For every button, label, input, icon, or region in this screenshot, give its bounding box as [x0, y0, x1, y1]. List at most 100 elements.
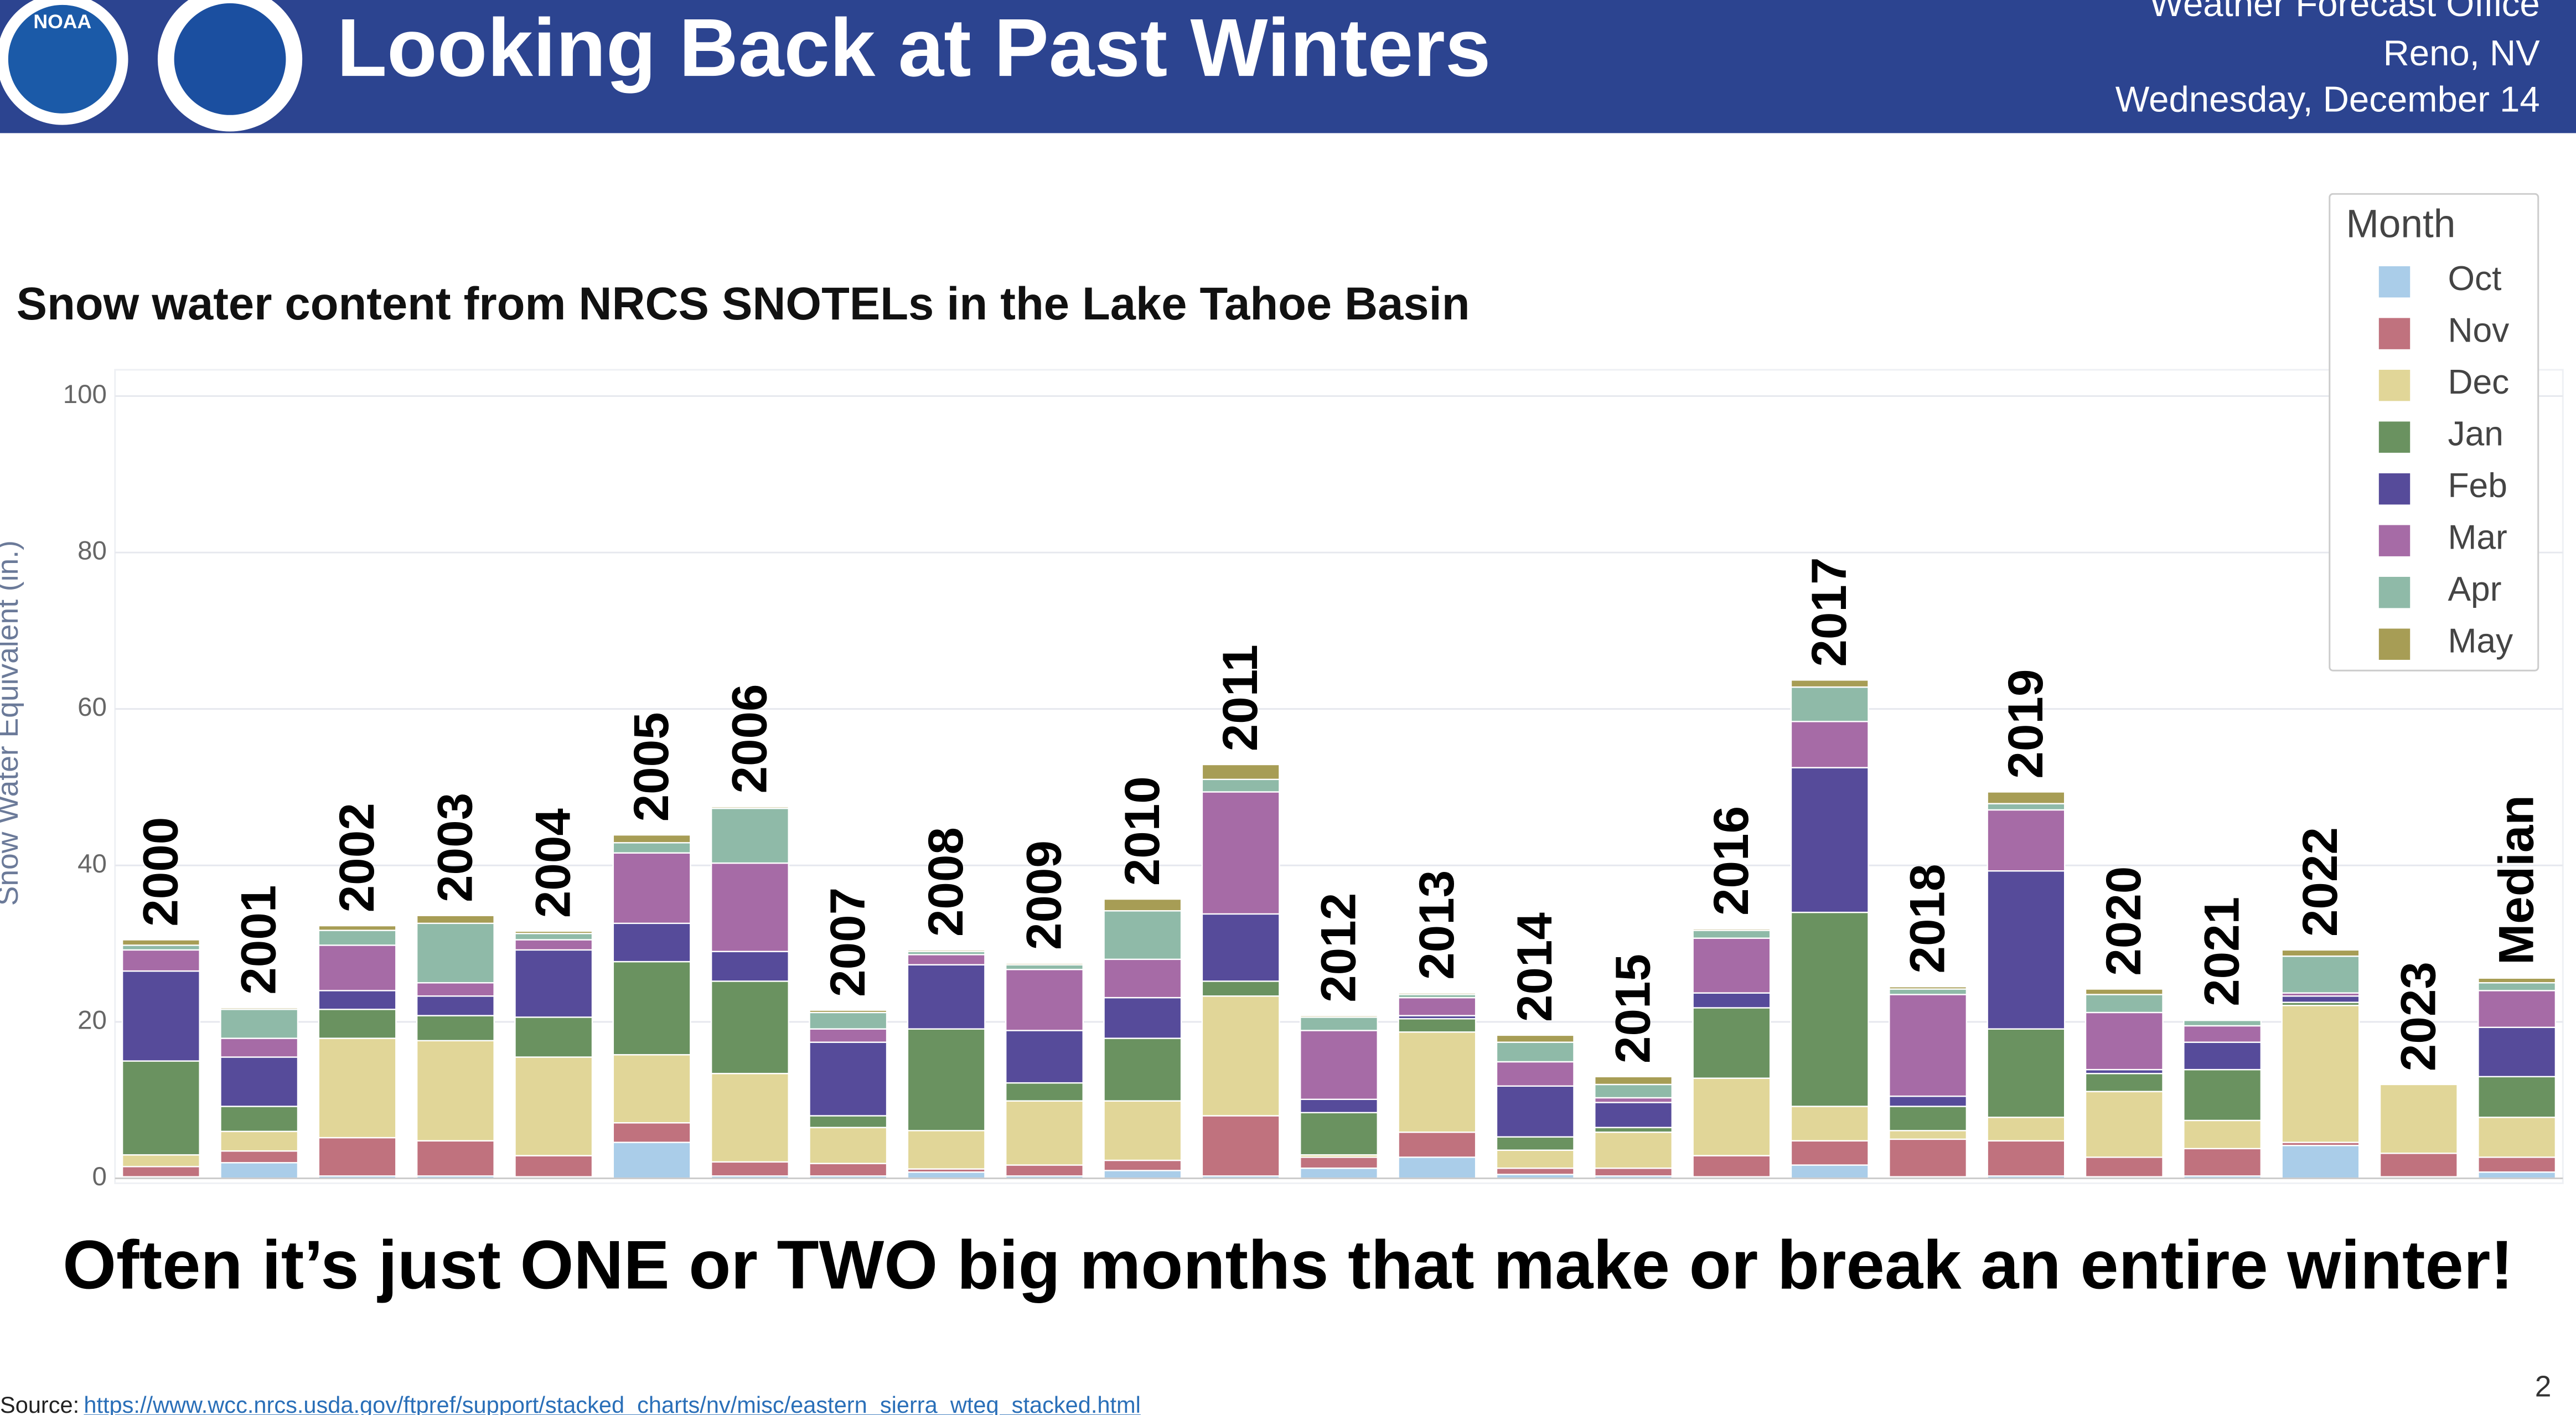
bar-segment: [1398, 1018, 1477, 1033]
bar-segment: [809, 1163, 888, 1177]
bar-segment: [1300, 1156, 1378, 1169]
bar-segment: [220, 1009, 299, 1039]
bar-segment: [121, 1060, 200, 1156]
category-label: 2001: [231, 885, 286, 995]
category-label: 2014: [1507, 912, 1562, 1022]
category-label: 2008: [918, 827, 973, 937]
bar-segment: [1790, 767, 1869, 913]
category-label: 2017: [1801, 557, 1856, 667]
bar-segment: [2281, 995, 2360, 1003]
bar-segment: [220, 1037, 299, 1058]
bar-segment: [416, 1015, 495, 1042]
office: Weather Forecast Office: [2149, 0, 2539, 24]
nws-logo-inner: [174, 3, 286, 115]
bar-segment: [711, 951, 789, 982]
bar-segment: [1987, 870, 2066, 1030]
category-label: 2010: [1114, 776, 1170, 886]
category-label: 2006: [721, 684, 777, 793]
bar-segment: [2084, 994, 2164, 1014]
logo-text: NOAA: [33, 11, 91, 33]
bar-segment: [1889, 1106, 1968, 1132]
bar-segment: [318, 1009, 397, 1039]
bar-segment: [711, 1072, 789, 1163]
bar-segment: [1692, 1007, 1771, 1079]
category-label: 2003: [427, 793, 482, 902]
bar-segment: [1987, 1117, 2066, 1142]
bar-segment: [1201, 913, 1280, 982]
bar-segment: [1790, 1140, 1869, 1166]
bar-segment: [1103, 1100, 1182, 1161]
bar-segment: [416, 1140, 495, 1177]
bar-segment: [318, 1137, 397, 1177]
bar-segment: [612, 1122, 691, 1143]
bar-segment: [121, 944, 200, 951]
bar-segment: [1594, 1076, 1673, 1086]
bar-segment: [1103, 1170, 1182, 1179]
bar-segment: [514, 933, 593, 941]
bar-segment: [2379, 1153, 2458, 1178]
source-link[interactable]: https://www.wcc.nrcs.usda.gov/ftpref/sup…: [84, 1392, 1141, 1415]
bar-segment: [121, 939, 200, 946]
bar-segment: [1889, 988, 1968, 995]
bar-segment: [1005, 1030, 1084, 1084]
bar-segment: [514, 930, 593, 934]
legend-label: May: [2448, 622, 2513, 660]
header-band: [0, 0, 2576, 133]
bar-segment: [711, 862, 789, 952]
bar-segment: [318, 1037, 397, 1139]
legend-box: [2329, 193, 2539, 672]
bar-segment: [121, 970, 200, 1062]
category-label: 2002: [329, 803, 384, 912]
date: Wednesday, December 14: [2115, 79, 2540, 119]
bar-segment: [1594, 1127, 1673, 1133]
bar-segment: [1692, 1077, 1771, 1156]
bar-segment: [1889, 994, 1968, 1097]
bar-segment: [1300, 1030, 1378, 1100]
y-tick-label: 40: [77, 849, 107, 879]
bar-segment: [2477, 1171, 2557, 1179]
bar-segment: [612, 852, 691, 925]
bar-segment: [1594, 1102, 1673, 1128]
y-tick-label: 80: [77, 536, 107, 566]
bar-segment: [1594, 1083, 1673, 1099]
bar-segment: [711, 806, 789, 809]
bar-segment: [1300, 1016, 1378, 1031]
bar-segment: [2183, 1068, 2262, 1122]
bar-segment: [2084, 1091, 2164, 1158]
bar-segment: [1300, 1015, 1378, 1018]
legend-label: Mar: [2448, 519, 2507, 557]
bar-segment: [416, 982, 495, 997]
bar-segment: [220, 1056, 299, 1107]
bar-segment: [1005, 1100, 1084, 1166]
legend-swatch: [2378, 318, 2411, 349]
bar-segment: [809, 1115, 888, 1128]
chart-title: Snow water content from NRCS SNOTELs in …: [17, 278, 1470, 329]
bar-segment: [2477, 982, 2557, 991]
bar-segment: [907, 964, 986, 1030]
bar-segment: [711, 807, 789, 864]
bar-segment: [2281, 956, 2360, 994]
bar-segment: [2183, 1148, 2262, 1177]
bar-segment: [2477, 1117, 2557, 1158]
category-label: 2009: [1016, 840, 1071, 950]
bar-segment: [2183, 1019, 2262, 1027]
legend-label: Jan: [2448, 415, 2503, 453]
legend-label: Apr: [2448, 570, 2501, 608]
bar-segment: [220, 1106, 299, 1132]
legend-swatch: [2378, 266, 2411, 298]
bar-segment: [1398, 1131, 1477, 1158]
bar-segment: [612, 1054, 691, 1124]
bar-segment: [318, 944, 397, 991]
legend-swatch: [2378, 628, 2411, 660]
bar-segment: [1692, 929, 1771, 939]
legend-swatch: [2378, 576, 2411, 608]
category-label: 2011: [1212, 644, 1268, 751]
bar-segment: [2183, 1119, 2262, 1150]
bar-segment: [2183, 1025, 2262, 1043]
bar-segment: [318, 925, 397, 931]
bar-segment: [1496, 1136, 1575, 1151]
category-label: 2012: [1310, 893, 1365, 1003]
bar-segment: [1300, 1112, 1378, 1156]
